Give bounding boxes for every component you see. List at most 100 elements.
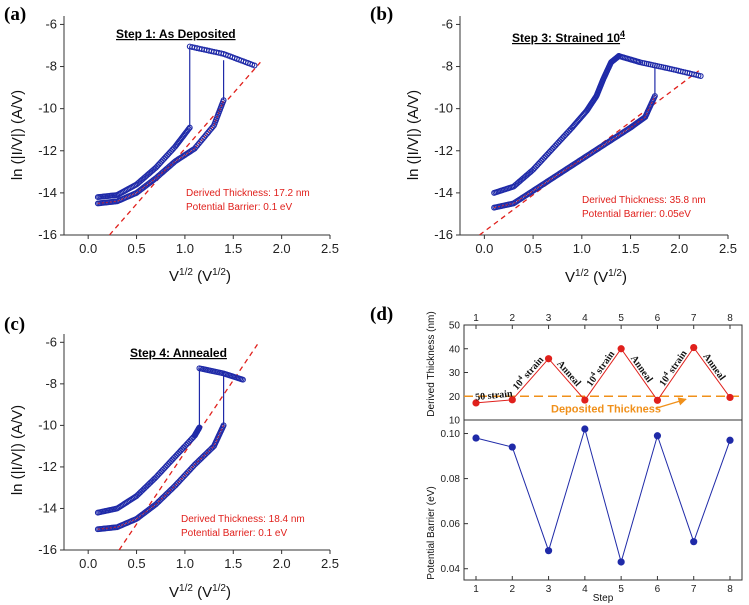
panel-d-thickness-point [690, 343, 698, 352]
panel-d-reference-label: Deposited Thickness [551, 403, 661, 415]
panel-b-barrier-annotation: Potential Barrier: 0.05eV [582, 209, 691, 220]
panel-d-bottom-xtick-label: 1 [473, 584, 479, 595]
panel-d-barrier-point [508, 443, 516, 451]
panel-c: (c) Step 4: Annealed 0.0 0.5 1.0 1.5 2.0 2.5 -… [4, 314, 339, 601]
panel-d-segment-label: Anneal [628, 353, 655, 385]
panel-c-xtick-label: 0.5 [128, 556, 146, 571]
panel-b-xtick-label: 1.0 [573, 241, 591, 256]
panel-d-segment-label: 104 strain [656, 347, 690, 389]
panel-d-bottom-xtick-label: 5 [618, 584, 624, 595]
panel-c-ytick-label: -8 [45, 376, 57, 391]
panel-c-ytick-label: -12 [38, 459, 57, 474]
panel-d-top-xtick-label: 8 [727, 313, 733, 324]
panel-b-lower-branch-point [651, 93, 658, 99]
panel-a-lower-branch-point [220, 97, 227, 104]
panel-a-ytick-label: -6 [45, 16, 57, 31]
panel-d-barrier-point [690, 538, 698, 546]
panel-d-segment-label: 104 strain [509, 353, 546, 393]
panel-b-ytick-label: -16 [434, 227, 453, 242]
panel-c-ytick-label: -6 [45, 334, 57, 349]
panel-a-data-layer [94, 43, 261, 235]
panel-a-top-branch-point [251, 62, 258, 69]
panel-d-barrier-point [544, 547, 553, 555]
panel-d-xlabel: Step [593, 593, 614, 604]
panel-d-top-ytick-label: 40 [449, 344, 461, 355]
panel-d-top-xtick-label: 7 [691, 313, 697, 324]
panel-d-top-ytick-label: 10 [449, 416, 461, 427]
panel-d-segment-label: 50 strain [475, 388, 514, 403]
panel-d-top-xtick-label: 4 [582, 313, 588, 324]
panel-d-top-xtick-label: 3 [546, 313, 552, 324]
panel-c-ytick-label: -10 [38, 417, 57, 432]
panel-a-xtick-label: 1.0 [176, 241, 194, 256]
panel-d-barrier-point [581, 425, 589, 433]
panel-d-bottom-xtick-label: 4 [582, 584, 588, 595]
panel-a-title: Step 1: As Deposited [116, 27, 236, 41]
panel-a-ytick-label: -16 [38, 227, 57, 242]
panel-a-upper-branch-point [186, 124, 193, 131]
panel-d-bottom-ytick-label: 0.08 [441, 474, 461, 485]
panel-a-plot-area: 0.0 0.5 1.0 1.5 2.0 2.5 -16 -14 -12 -10 -8 -6 [38, 16, 339, 256]
panel-c-xlabel: V1/2 (V1/2) [169, 583, 231, 601]
panel-d-top-ytick-label: 50 [449, 321, 461, 332]
panel-a: (a) Step 1: As Deposited 0.0 0.5 1.0 1.5 2.0… [4, 4, 339, 285]
panel-b-ytick-label: -6 [441, 16, 453, 31]
panel-d-segment-label: Anneal [554, 359, 583, 389]
panel-d-thickness-point [472, 399, 480, 407]
panel-b-xtick-label: 0.5 [524, 241, 542, 256]
panel-c-label: (c) [4, 314, 25, 335]
panel-b-ytick-label: -10 [434, 101, 453, 116]
panel-d-bottom-frame [463, 419, 743, 581]
panel-a-upper-branch-point [185, 126, 192, 132]
panel-d-top-xtick-label: 6 [655, 313, 661, 324]
panel-b-fit-overlay [494, 95, 656, 209]
panel-b-ytick-label: -8 [441, 59, 453, 74]
panel-a-xtick-label: 0.0 [79, 241, 97, 256]
panel-b-xtick-label: 0.0 [475, 241, 493, 256]
panel-d-top-ytick-label: 20 [449, 392, 461, 403]
panel-d-bottom-xtick-label: 7 [691, 584, 697, 595]
panel-d-barrier-point [653, 432, 662, 440]
panel-a-xtick-label: 1.5 [224, 241, 242, 256]
panel-c-xtick-label: 2.0 [273, 556, 291, 571]
panel-b-label: (b) [370, 4, 393, 25]
panel-d-plot-area: 1 2 3 4 5 6 7 8 1 2 3 4 5 6 7 8 10 20 30 40 50 Deposited Thic… [441, 313, 743, 595]
panel-a-fit-overlay [97, 100, 225, 204]
panel-c-data-layer [94, 344, 258, 550]
panel-a-xtick-label: 2.0 [273, 241, 291, 256]
panel-a-thickness-annotation: Derived Thickness: 17.2 nm [186, 188, 310, 199]
panel-d-top-xtick-label: 5 [618, 313, 624, 324]
panel-a-ylabel: ln (|I/V|) (A/V) [9, 90, 26, 180]
panel-d-thickness-point [653, 396, 662, 404]
panel-c-ytick-label: -16 [38, 542, 57, 557]
panel-d-bottom-xtick-label: 8 [727, 584, 733, 595]
panel-d-thickness-point [544, 355, 553, 363]
panel-b-xtick-label: 1.5 [622, 241, 640, 256]
panel-b-data-layer [479, 53, 704, 235]
panel-d-barrier-line [475, 427, 731, 564]
panel-d-thickness-point [726, 393, 734, 402]
panel-a-ytick-label: -8 [45, 59, 57, 74]
panel-c-barrier-annotation: Potential Barrier: 0.1 eV [181, 528, 287, 539]
panel-d-thickness-point [508, 396, 516, 404]
panel-d-reference-arrow [655, 397, 687, 409]
panel-c-thickness-annotation: Derived Thickness: 18.4 nm [181, 514, 305, 525]
panel-c-title: Step 4: Annealed [130, 346, 227, 360]
panel-c-lower-branch-point [220, 422, 227, 429]
panel-b-title: Step 3: Strained 104 [512, 29, 625, 45]
panel-c-xtick-label: 2.5 [321, 556, 339, 571]
panel-c-xtick-label: 0.0 [79, 556, 97, 571]
panel-c-plot-area: 0.0 0.5 1.0 1.5 2.0 2.5 -16 -14 -12 -10 -8 -6 [38, 334, 339, 571]
panel-b-ylabel: ln (|I/V|) (A/V) [405, 90, 422, 180]
panel-d-bottom-ytick-label: 0.04 [441, 564, 461, 575]
panel-d-barrier-point [617, 558, 625, 566]
panel-a-xtick-label: 0.5 [128, 241, 146, 256]
panel-d-bottom-xtick-label: 2 [510, 584, 516, 595]
panel-c-top-branch-point [239, 376, 246, 383]
panel-d-barrier-point [472, 434, 480, 442]
panel-b-ytick-label: -14 [434, 185, 453, 200]
panel-a-ytick-label: -12 [38, 143, 57, 158]
panel-b: (b) Step 3: Strained 104 0.0 0.5 1.0 1.5 2.0… [370, 4, 737, 286]
panel-a-barrier-annotation: Potential Barrier: 0.1 eV [186, 202, 292, 213]
